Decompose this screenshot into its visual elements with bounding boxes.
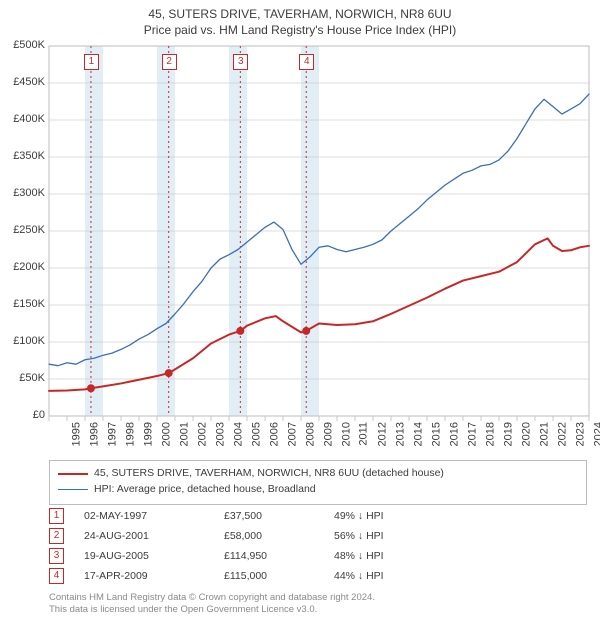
sales-table: 1 02-MAY-1997£37,50049% ↓ HPI 2 24-AUG-2001… <box>49 506 587 586</box>
sale-price: £58,000 <box>224 530 334 542</box>
sales-table-row: 1 02-MAY-1997£37,50049% ↓ HPI <box>49 506 587 526</box>
x-axis-label: 2011 <box>358 422 370 446</box>
y-axis-label: £350K <box>13 150 45 162</box>
footer-attribution: Contains HM Land Registry data © Crown c… <box>49 592 375 616</box>
legend-label-property: 45, SUTERS DRIVE, TAVERHAM, NORWICH, NR8… <box>94 466 444 482</box>
y-axis-label: £150K <box>13 298 45 310</box>
y-axis-label: £300K <box>13 187 45 199</box>
sale-price: £37,500 <box>224 510 334 522</box>
legend-swatch-hpi <box>58 489 88 490</box>
x-axis-label: 2009 <box>322 422 334 446</box>
x-axis-label: 2023 <box>574 422 586 446</box>
x-axis-label: 2007 <box>286 422 298 446</box>
marker-box-1: 1 <box>49 508 64 524</box>
x-axis-label: 1998 <box>124 422 136 446</box>
legend-row-hpi: HPI: Average price, detached house, Broa… <box>58 482 578 498</box>
sales-table-row: 3 19-AUG-2005£114,95048% ↓ HPI <box>49 546 587 566</box>
chart-marker-box-4: 4 <box>299 54 314 70</box>
x-axis-label: 1995 <box>70 422 82 446</box>
y-axis-label: £500K <box>13 39 45 51</box>
chart-title-line2: Price paid vs. HM Land Registry's House … <box>0 22 600 38</box>
footer-line-2: This data is licensed under the Open Gov… <box>49 604 375 616</box>
y-axis-label: £50K <box>19 372 45 384</box>
x-axis-label: 2004 <box>232 422 244 446</box>
chart-area: £0£50K£100K£150K£200K£250K£300K£350K£400… <box>49 46 589 416</box>
x-axis-label: 2001 <box>178 422 190 446</box>
x-axis-label: 2012 <box>376 422 388 446</box>
legend-row-property: 45, SUTERS DRIVE, TAVERHAM, NORWICH, NR8… <box>58 466 578 482</box>
chart-title-block: 45, SUTERS DRIVE, TAVERHAM, NORWICH, NR8… <box>0 0 600 38</box>
sale-price: £115,000 <box>224 570 334 582</box>
y-axis-label: £200K <box>13 261 45 273</box>
chart-title-line1: 45, SUTERS DRIVE, TAVERHAM, NORWICH, NR8… <box>0 6 600 22</box>
x-axis-label: 1999 <box>142 422 154 446</box>
x-axis-label: 2014 <box>412 422 424 446</box>
sale-pct-vs-hpi: 44% ↓ HPI <box>334 570 454 582</box>
x-axis-label: 2003 <box>214 422 226 446</box>
y-axis-label: £450K <box>13 76 45 88</box>
sale-price: £114,950 <box>224 550 334 562</box>
x-axis-label: 2008 <box>304 422 316 446</box>
x-axis-label: 2016 <box>448 422 460 446</box>
y-axis-label: £0 <box>33 409 45 421</box>
x-axis-label: 2022 <box>556 422 568 446</box>
chart-marker-box-3: 3 <box>233 54 248 70</box>
x-axis-label: 2018 <box>484 422 496 446</box>
x-axis-label: 2015 <box>430 422 442 446</box>
x-axis-label: 2005 <box>250 422 262 446</box>
x-axis-label: 2017 <box>466 422 478 446</box>
x-axis-label: 2000 <box>160 422 172 446</box>
sale-date: 02-MAY-1997 <box>84 510 224 522</box>
footer-line-1: Contains HM Land Registry data © Crown c… <box>49 592 375 604</box>
x-axis-label: 2019 <box>502 422 514 446</box>
sale-pct-vs-hpi: 56% ↓ HPI <box>334 530 454 542</box>
y-axis-label: £100K <box>13 335 45 347</box>
legend-box: 45, SUTERS DRIVE, TAVERHAM, NORWICH, NR8… <box>49 460 587 505</box>
sale-pct-vs-hpi: 49% ↓ HPI <box>334 510 454 522</box>
marker-box-3: 3 <box>49 548 64 564</box>
marker-box-4: 4 <box>49 568 64 584</box>
sales-table-row: 4 17-APR-2009£115,00044% ↓ HPI <box>49 566 587 586</box>
sale-date: 19-AUG-2005 <box>84 550 224 562</box>
x-axis-label: 2002 <box>196 422 208 446</box>
x-axis-label: 2010 <box>340 422 352 446</box>
x-axis-label: 2013 <box>394 422 406 446</box>
chart-marker-box-2: 2 <box>162 54 177 70</box>
x-axis-label: 1997 <box>106 422 118 446</box>
legend-swatch-property <box>58 473 88 475</box>
chart-marker-box-1: 1 <box>84 54 99 70</box>
x-axis-label: 2020 <box>520 422 532 446</box>
x-axis-label: 2024 <box>592 422 600 446</box>
x-axis-label: 2021 <box>538 422 550 446</box>
y-axis-label: £400K <box>13 113 45 125</box>
legend-label-hpi: HPI: Average price, detached house, Broa… <box>94 482 316 498</box>
y-axis-label: £250K <box>13 224 45 236</box>
x-axis-label: 1996 <box>88 422 100 446</box>
chart-svg <box>49 46 589 416</box>
sales-table-row: 2 24-AUG-2001£58,00056% ↓ HPI <box>49 526 587 546</box>
x-axis-label: 2006 <box>268 422 280 446</box>
marker-box-2: 2 <box>49 528 64 544</box>
sale-pct-vs-hpi: 48% ↓ HPI <box>334 550 454 562</box>
sale-date: 24-AUG-2001 <box>84 530 224 542</box>
sale-date: 17-APR-2009 <box>84 570 224 582</box>
